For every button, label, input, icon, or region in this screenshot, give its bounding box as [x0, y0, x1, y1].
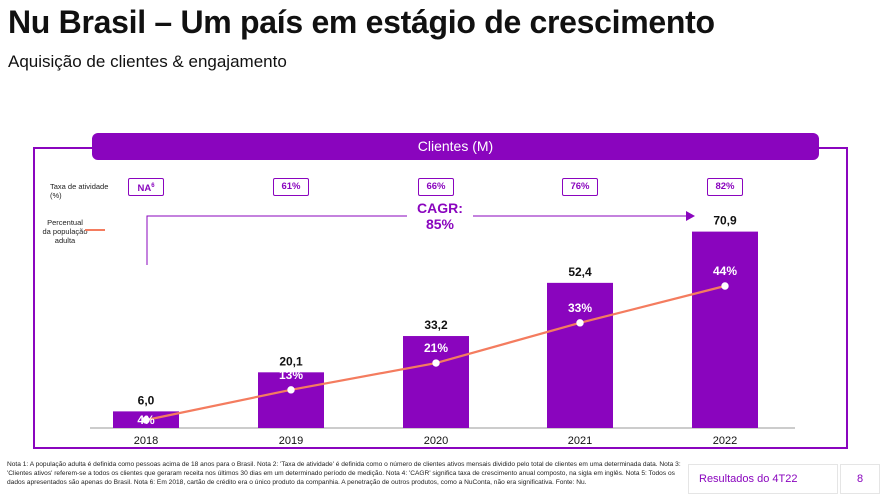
population-point-2021 — [576, 319, 584, 327]
page-number: 8 — [840, 464, 880, 494]
page-title: Nu Brasil – Um país em estágio de cresci… — [8, 4, 715, 40]
population-point-2019 — [287, 386, 295, 394]
cagr-annotation: CAGR: 85% — [407, 200, 473, 234]
cagr-value: 85% — [425, 216, 455, 232]
population-legend-label: Percentual da população adulta — [42, 218, 88, 245]
population-label-2019: 13% — [279, 368, 303, 382]
page-subtitle: Aquisição de clientes & engajamento — [8, 52, 287, 71]
population-point-2018 — [142, 416, 150, 424]
activity-badge-2018: NA6 — [128, 178, 164, 196]
activity-badge-2019: 61% — [273, 178, 309, 196]
results-label: Resultados do 4T22 — [688, 464, 838, 494]
x-tick-label-2021: 2021 — [568, 435, 592, 447]
bar-value-label-2022: 70,9 — [713, 214, 737, 228]
activity-badge-2021: 76% — [562, 178, 598, 196]
cagr-label: CAGR: — [417, 200, 463, 216]
population-label-2022: 44% — [713, 264, 737, 278]
activity-rate-label: Taxa de atividade (%) — [50, 182, 109, 200]
population-legend-line — [85, 229, 105, 231]
population-label-2021: 33% — [568, 301, 592, 315]
cagr-arrow-line — [146, 215, 686, 265]
bar-value-label-2019: 20,1 — [279, 354, 303, 368]
bar-2019 — [258, 372, 324, 428]
population-point-2022 — [721, 282, 729, 290]
x-tick-label-2019: 2019 — [279, 435, 303, 447]
x-tick-label-2018: 2018 — [134, 435, 158, 447]
x-tick-label-2020: 2020 — [424, 435, 448, 447]
activity-badge-2022: 82% — [707, 178, 743, 196]
bar-value-label-2021: 52,4 — [568, 265, 592, 279]
activity-badge-2020: 66% — [418, 178, 454, 196]
bar-2020 — [403, 336, 469, 428]
population-label-2020: 21% — [424, 341, 448, 355]
footnote: Nota 1: A população adulta é definida co… — [7, 461, 681, 486]
cagr-arrow-head — [686, 211, 695, 221]
chart-banner: Clientes (M) — [92, 133, 819, 160]
bar-2022 — [692, 231, 758, 428]
population-point-2020 — [432, 359, 440, 367]
x-tick-label-2022: 2022 — [713, 435, 737, 447]
bar-2021 — [547, 282, 613, 428]
bar-value-label-2020: 33,2 — [424, 318, 448, 332]
population-label-2018: 4% — [137, 413, 155, 427]
bar-value-label-2018: 6,0 — [138, 393, 155, 407]
